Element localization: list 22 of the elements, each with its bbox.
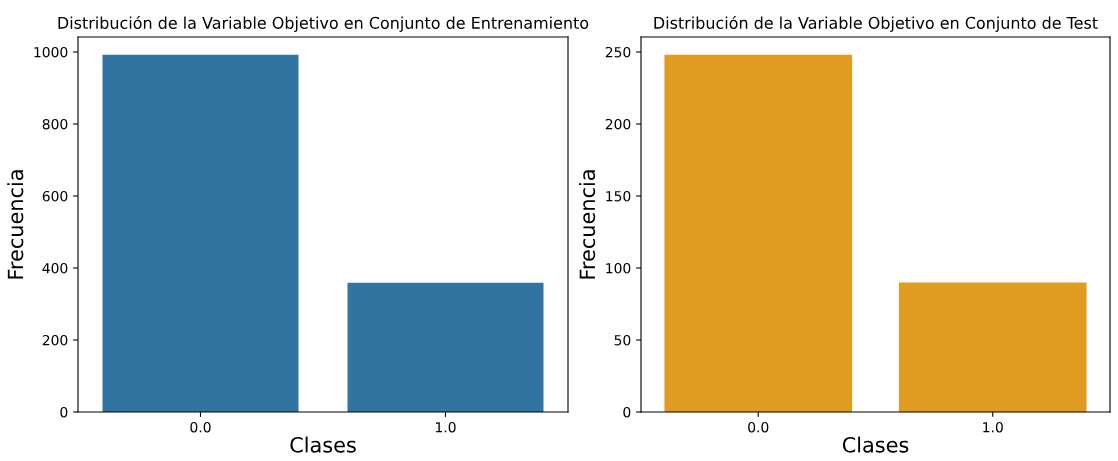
y-tick-label: 1000 — [34, 46, 68, 58]
y-tick-label: 200 — [605, 118, 631, 130]
y-tick-label: 0 — [60, 406, 68, 418]
y-tick-label: 250 — [605, 46, 631, 58]
y-tick-label: 50 — [614, 334, 631, 346]
x-tick-label: 1.0 — [435, 421, 456, 433]
x-axis-title: Clases — [290, 436, 356, 453]
y-tick-label: 100 — [606, 262, 631, 274]
y-tick-label: 0 — [623, 406, 631, 418]
y-axis-title: Frecuencia — [7, 170, 24, 279]
x-tick-label: 0.0 — [190, 421, 211, 433]
x-tick-label: 1.0 — [983, 421, 1003, 433]
x-axis-title: Clases — [842, 436, 909, 453]
y-tick-label: 800 — [42, 118, 68, 130]
y-tick-label: 400 — [42, 262, 68, 274]
y-tick-label: 150 — [606, 190, 631, 202]
y-tick-label: 600 — [42, 190, 68, 202]
chart-title: Distribución de la Variable Objetivo en Conjunto de Entrenamiento — [58, 15, 589, 32]
y-tick-label: 200 — [42, 334, 68, 346]
x-tick-label: 0.0 — [748, 421, 769, 433]
chart-title: Distribución de la Variable Objetivo en Conjunto de Test — [654, 15, 1098, 32]
y-axis-title: Frecuencia — [579, 170, 596, 279]
